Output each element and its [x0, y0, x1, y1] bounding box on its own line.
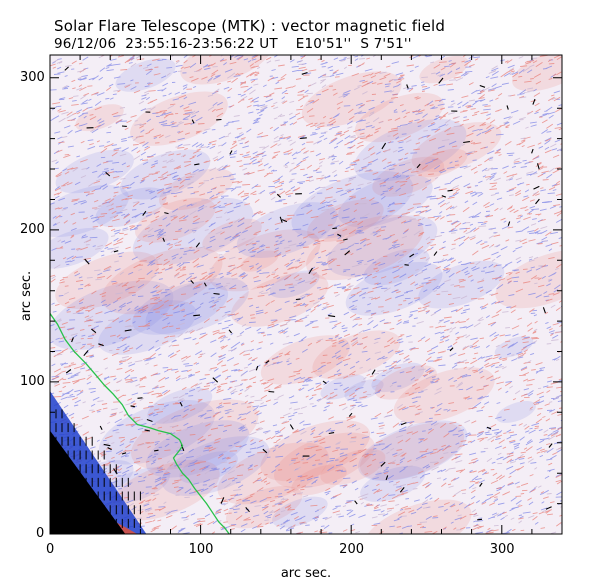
subtitle-date: 96/12/06 [54, 36, 117, 52]
field-region [306, 214, 424, 281]
field-region [338, 174, 433, 228]
field-region [202, 218, 262, 252]
axis-ticks [49, 55, 563, 535]
field-region [75, 104, 124, 132]
limb-contour-line [50, 313, 230, 534]
field-region [159, 168, 235, 211]
x-axis-label: arc sec. [280, 566, 332, 581]
field-region [419, 56, 469, 84]
subtitle-longitude: E10'51'' [295, 36, 352, 52]
field-region [496, 400, 536, 423]
field-region [50, 280, 174, 350]
field-region [55, 251, 159, 310]
plot-frame [49, 54, 563, 535]
field-region [312, 330, 401, 380]
x-tick-label: 100 [188, 542, 214, 557]
field-region [494, 336, 534, 358]
field-region [132, 197, 254, 265]
field-region [371, 362, 425, 393]
field-region [98, 300, 197, 355]
field-region [147, 387, 213, 424]
field-region [217, 442, 329, 505]
field-region [291, 464, 347, 496]
chart-subtitle: 96/12/06 23:55:16-23:56:22 UT E10'51'' S… [54, 36, 412, 52]
field-region [291, 171, 414, 239]
field-region [180, 55, 273, 85]
field-region [320, 448, 386, 485]
field-region [272, 496, 328, 528]
chart-title: Solar Flare Telescope (MTK) : vector mag… [54, 17, 446, 35]
field-region [115, 58, 176, 92]
field-region [327, 215, 438, 277]
field-region [269, 270, 320, 299]
field-region [273, 432, 375, 489]
limb-vector-ticks [55, 409, 141, 528]
field-region [307, 199, 384, 242]
field-region [145, 277, 249, 335]
mixed-field-hatch [51, 55, 562, 534]
field-region [101, 246, 223, 315]
field-region [260, 335, 350, 385]
field-region [301, 71, 402, 127]
field-region [344, 379, 384, 401]
x-tick-label: 200 [339, 542, 364, 557]
field-region [354, 92, 444, 143]
field-region [495, 249, 562, 309]
field-region [374, 365, 437, 400]
field-region [98, 399, 216, 465]
y-tick-label: 0 [36, 526, 45, 541]
field-region [236, 202, 338, 258]
field-region [418, 260, 505, 309]
field-region [360, 465, 426, 502]
field-region [132, 281, 229, 335]
off-disk-region [50, 430, 126, 534]
y-axis-label: arc sec. [19, 270, 35, 322]
x-tick-label: 0 [46, 542, 55, 557]
positive-field-hatch [50, 55, 562, 534]
field-region [358, 420, 468, 482]
field-region [130, 91, 228, 146]
x-tick-label: 300 [489, 542, 515, 557]
field-region [145, 420, 250, 478]
field-region [161, 436, 270, 496]
field-region [512, 55, 562, 92]
field-region [110, 459, 220, 521]
y-tick-label: 300 [20, 69, 45, 85]
field-region [353, 119, 467, 182]
field-vectors [64, 66, 553, 521]
field-region [50, 184, 129, 238]
field-region [95, 187, 167, 228]
subtitle-latitude: S 7'51'' [360, 36, 412, 52]
field-region [360, 422, 465, 481]
field-region [260, 420, 371, 482]
y-tick-label: 200 [20, 221, 45, 237]
y-tick-label: 100 [20, 373, 45, 389]
field-region [345, 261, 443, 316]
subtitle-time: 23:55:16-23:56:22 UT [125, 36, 278, 52]
field-region [231, 272, 329, 327]
field-region [363, 499, 472, 534]
field-region [416, 148, 468, 178]
